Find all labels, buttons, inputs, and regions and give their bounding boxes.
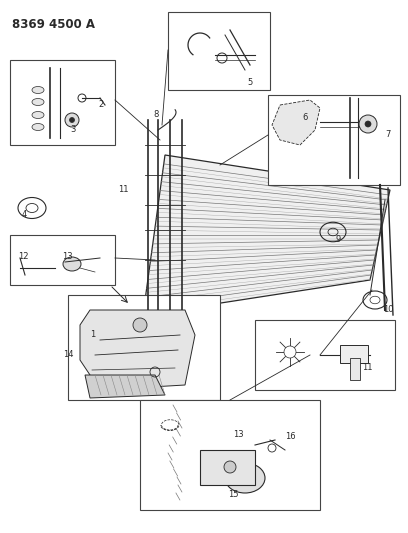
Ellipse shape xyxy=(225,463,265,493)
Text: 1: 1 xyxy=(90,330,95,339)
Text: 8369 4500 A: 8369 4500 A xyxy=(12,18,95,31)
Text: 5: 5 xyxy=(247,78,252,87)
Ellipse shape xyxy=(63,257,81,271)
Text: 8: 8 xyxy=(153,110,158,119)
Text: 12: 12 xyxy=(18,252,29,261)
Ellipse shape xyxy=(65,113,79,127)
Bar xyxy=(255,320,395,390)
Text: 11: 11 xyxy=(362,363,373,372)
Ellipse shape xyxy=(69,117,75,123)
Polygon shape xyxy=(143,155,390,315)
Ellipse shape xyxy=(32,111,44,118)
Text: 16: 16 xyxy=(285,432,296,441)
Ellipse shape xyxy=(133,318,147,332)
Ellipse shape xyxy=(284,346,296,358)
Ellipse shape xyxy=(32,99,44,106)
Text: 2: 2 xyxy=(98,100,103,109)
Polygon shape xyxy=(80,310,195,390)
Bar xyxy=(268,95,400,185)
Ellipse shape xyxy=(32,86,44,93)
Text: 9: 9 xyxy=(335,235,340,244)
Bar xyxy=(10,60,115,145)
Text: 11: 11 xyxy=(118,185,129,194)
Bar xyxy=(68,295,220,400)
Bar xyxy=(350,358,360,380)
Bar xyxy=(200,450,255,485)
Text: 6: 6 xyxy=(302,113,307,122)
Text: 3: 3 xyxy=(70,125,75,134)
Ellipse shape xyxy=(365,121,371,127)
Text: 4: 4 xyxy=(22,210,27,219)
Bar xyxy=(168,12,270,90)
Ellipse shape xyxy=(32,124,44,131)
Text: 14: 14 xyxy=(63,350,73,359)
Ellipse shape xyxy=(224,461,236,473)
Bar xyxy=(340,345,368,363)
Ellipse shape xyxy=(359,115,377,133)
Bar xyxy=(140,400,320,510)
Polygon shape xyxy=(272,100,320,145)
Polygon shape xyxy=(85,375,165,398)
Text: 10: 10 xyxy=(383,305,393,314)
Text: 7: 7 xyxy=(385,130,390,139)
Text: 13: 13 xyxy=(233,430,244,439)
Text: 13: 13 xyxy=(62,252,73,261)
Text: 15: 15 xyxy=(228,490,239,499)
Bar xyxy=(10,235,115,285)
